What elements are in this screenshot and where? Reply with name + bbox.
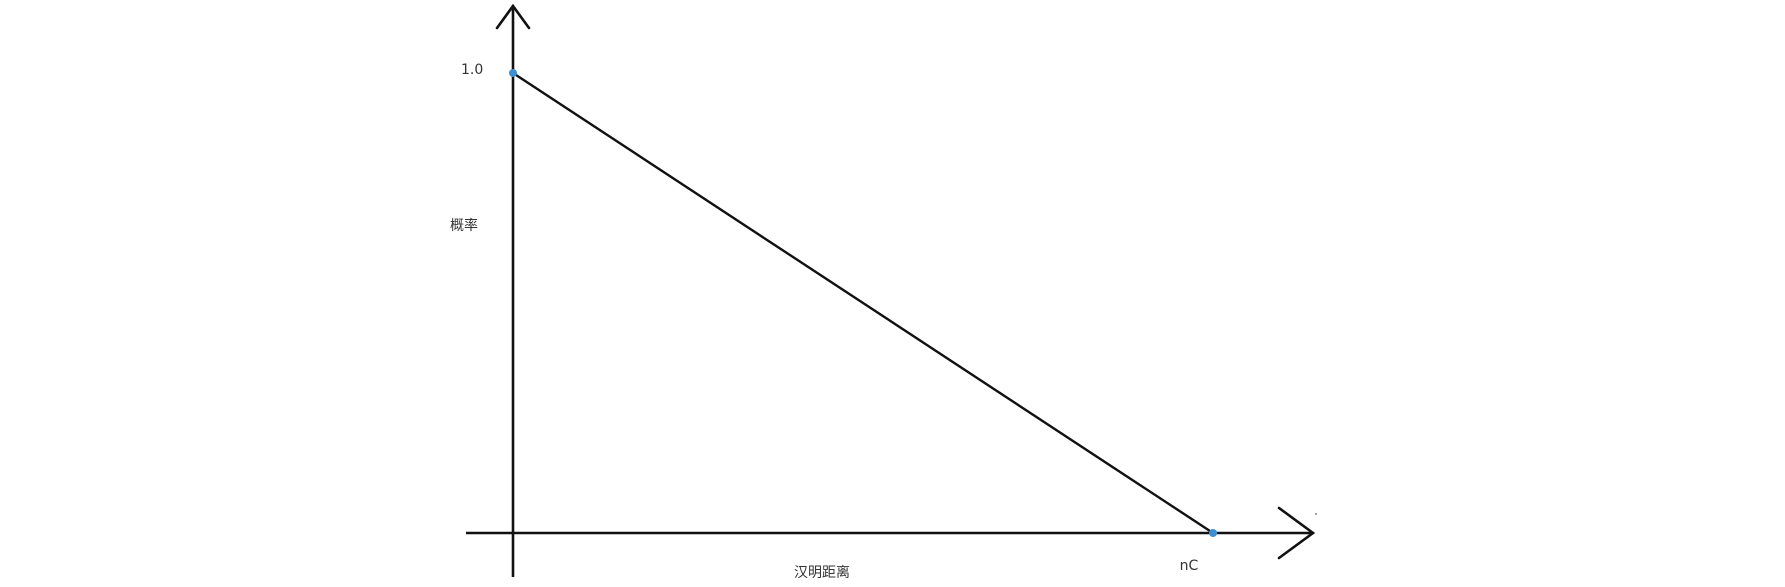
stray-dot — [1315, 513, 1317, 515]
y-axis-arrowhead — [495, 3, 531, 30]
data-point-1 — [1209, 529, 1217, 537]
series-markers — [509, 69, 1217, 537]
y-axis-label: 概率 — [450, 217, 478, 234]
axes — [466, 3, 1317, 577]
y-tick-label-1.0: 1.0 — [461, 62, 483, 78]
data-point-0 — [509, 69, 517, 77]
x-tick-label-nC: nC — [1180, 558, 1199, 574]
x-axis-label: 汉明距离 — [794, 564, 850, 581]
series-line — [512, 71, 1214, 535]
x-axis-arrowhead — [1277, 506, 1316, 560]
